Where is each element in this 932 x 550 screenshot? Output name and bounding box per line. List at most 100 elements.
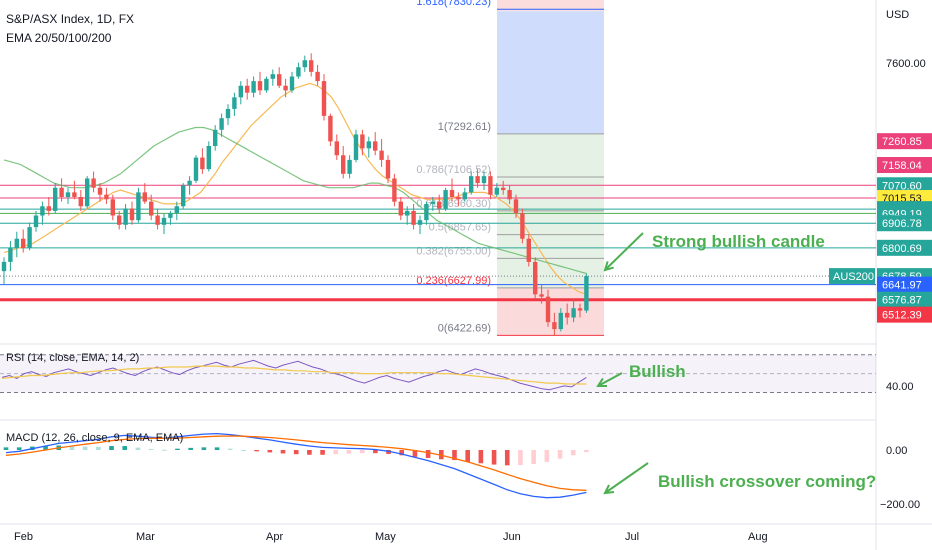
rsi-ma-line	[1, 365, 587, 385]
candle-body	[437, 201, 442, 209]
candle-body	[552, 322, 557, 330]
price-tag-label: 6800.69	[882, 243, 922, 255]
macd-label: MACD (12, 26, close, 9, EMA, EMA)	[6, 432, 184, 444]
candle-body	[289, 76, 295, 91]
fib-zone-extension	[497, 11, 604, 134]
macd-histogram-bar	[43, 446, 48, 450]
fib-level-label: 1(7292.61)	[438, 121, 491, 133]
macd-histogram-bar	[333, 450, 339, 455]
annotation-arrow-rsi	[597, 372, 623, 387]
candle-body	[443, 190, 448, 209]
candle-body	[475, 176, 480, 184]
macd-histogram-bar	[386, 450, 391, 454]
candle-body	[264, 78, 269, 91]
candle-body	[353, 134, 359, 160]
price-tag-box	[877, 306, 932, 323]
candle-body	[91, 178, 96, 188]
candle-body	[46, 206, 51, 211]
annotation-arrow-price-head	[603, 261, 614, 272]
chart-title: S&P/ASX Index, 1D, FX	[6, 12, 135, 26]
candle-body	[456, 196, 461, 200]
candle-body	[161, 217, 167, 225]
price-tag-box	[877, 215, 932, 232]
macd-histogram-bar	[254, 450, 259, 452]
annotation-arrow-rsi-head	[596, 377, 608, 388]
macd-histogram-bar	[320, 450, 325, 455]
currency-label: USD	[886, 9, 910, 21]
candle-body	[181, 185, 186, 207]
candle-body	[321, 81, 327, 116]
candle-body	[78, 196, 83, 207]
price-tag-label: 7260.85	[882, 136, 922, 148]
macd-histogram-bar	[122, 446, 128, 450]
candle-body	[27, 227, 32, 248]
macd-axis-tick: 0.00	[886, 445, 907, 457]
candle-body	[136, 192, 141, 221]
candle-body	[533, 261, 538, 295]
candle-body	[187, 180, 192, 186]
indicator-label: EMA 20/50/100/200	[6, 31, 112, 45]
macd-histogram-bar	[109, 446, 114, 450]
macd-histogram-bar	[135, 447, 141, 450]
candle-body	[501, 187, 506, 191]
macd-histogram-bar	[307, 450, 312, 455]
fib-level-label: 1.618(7830.23)	[416, 0, 491, 8]
candle-body	[373, 141, 378, 151]
macd-histogram-bar	[346, 450, 352, 454]
candle-body	[123, 208, 128, 225]
macd-line	[5, 432, 587, 499]
candle-body	[366, 141, 371, 149]
macd-axis-tick: −200.00	[880, 499, 920, 511]
candle-body	[328, 115, 333, 142]
candle-body	[200, 157, 205, 170]
candle-body	[424, 203, 429, 221]
price-tag-box	[877, 177, 932, 194]
candle-body	[411, 210, 416, 225]
price-tag-label: 6576.87	[882, 295, 922, 307]
annotation-arrow-macd-head	[603, 484, 615, 495]
candle-body	[539, 294, 544, 297]
symbol-tag-label: AUS200	[833, 271, 874, 283]
candle-body	[110, 199, 115, 216]
candle-body	[33, 215, 39, 228]
candle-body	[142, 192, 147, 202]
macd-histogram-bar	[518, 450, 523, 466]
candle-body	[520, 213, 525, 239]
candle-body	[225, 108, 231, 119]
candle-body	[174, 206, 179, 214]
candle-body	[309, 60, 314, 72]
candle-body	[277, 74, 282, 86]
macd-histogram-bar	[293, 450, 299, 455]
candle-body	[213, 129, 218, 147]
candle-body	[526, 238, 531, 262]
symbol-tag-box	[829, 268, 875, 285]
time-axis-tick: Jun	[503, 531, 521, 543]
candle-body	[1, 261, 7, 272]
price-tag-box	[877, 133, 932, 150]
candle-body	[155, 215, 160, 225]
candle-body	[315, 71, 320, 82]
candle-body	[97, 187, 103, 195]
price-tag-box	[877, 239, 932, 256]
signal-line	[5, 435, 587, 491]
candle-body	[571, 308, 576, 318]
rsi-line	[1, 359, 587, 391]
fib-level-label: 0(6422.69)	[438, 322, 491, 334]
candle-body	[481, 176, 487, 184]
candle-body	[462, 192, 467, 200]
candle-body	[469, 176, 474, 193]
candle-body	[72, 192, 77, 197]
fib-zone-top	[497, 0, 604, 12]
macd-histogram-bar	[227, 448, 233, 450]
macd-histogram-bar	[201, 447, 207, 450]
candle-body	[302, 60, 307, 68]
price-tag-label: 6906.78	[882, 218, 922, 230]
macd-histogram-bar	[425, 450, 431, 458]
time-axis-tick: Jul	[625, 531, 639, 543]
candle-body	[379, 150, 384, 160]
price-tag-box	[877, 276, 932, 293]
price-tag-box	[877, 157, 932, 174]
macd-histogram-bar	[3, 447, 9, 450]
candle-body	[296, 67, 301, 77]
